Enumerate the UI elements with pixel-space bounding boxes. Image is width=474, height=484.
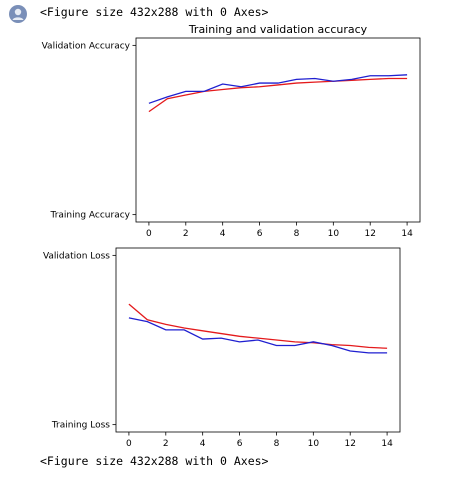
y-tick-label: Validation Accuracy xyxy=(42,41,131,51)
x-tick-label: 2 xyxy=(163,439,169,449)
figure-output-text: <Figure size 432x288 with 0 Axes> xyxy=(40,454,269,468)
x-tick-label: 8 xyxy=(274,439,280,449)
series-line-2 xyxy=(128,317,388,354)
x-tick-label: 14 xyxy=(401,229,413,239)
x-tick-label: 4 xyxy=(200,439,206,449)
x-tick-label: 10 xyxy=(308,439,320,449)
axes-frame xyxy=(135,37,421,223)
series-line-1 xyxy=(148,77,408,113)
chart-title: Training and validation accuracy xyxy=(188,23,368,36)
axes-frame xyxy=(115,247,401,433)
x-tick-label: 0 xyxy=(146,229,152,239)
y-tick-label: Training Accuracy xyxy=(50,211,131,221)
x-tick-label: 6 xyxy=(257,229,263,239)
x-tick-label: 14 xyxy=(381,439,393,449)
series-line-1 xyxy=(128,303,388,349)
x-tick-label: 10 xyxy=(328,229,340,239)
x-tick-label: 6 xyxy=(237,439,243,449)
x-tick-label: 2 xyxy=(183,229,189,239)
x-tick-label: 8 xyxy=(294,229,300,239)
x-tick-label: 0 xyxy=(126,439,132,449)
y-tick-label: Validation Loss xyxy=(43,251,110,261)
user-avatar-icon xyxy=(9,5,27,23)
figure-output-text: <Figure size 432x288 with 0 Axes> xyxy=(40,5,269,19)
x-tick-label: 12 xyxy=(364,229,375,239)
x-tick-label: 4 xyxy=(220,229,226,239)
series-line-2 xyxy=(148,74,408,104)
x-tick-label: 12 xyxy=(344,439,355,449)
y-tick-label: Training Loss xyxy=(51,421,110,431)
